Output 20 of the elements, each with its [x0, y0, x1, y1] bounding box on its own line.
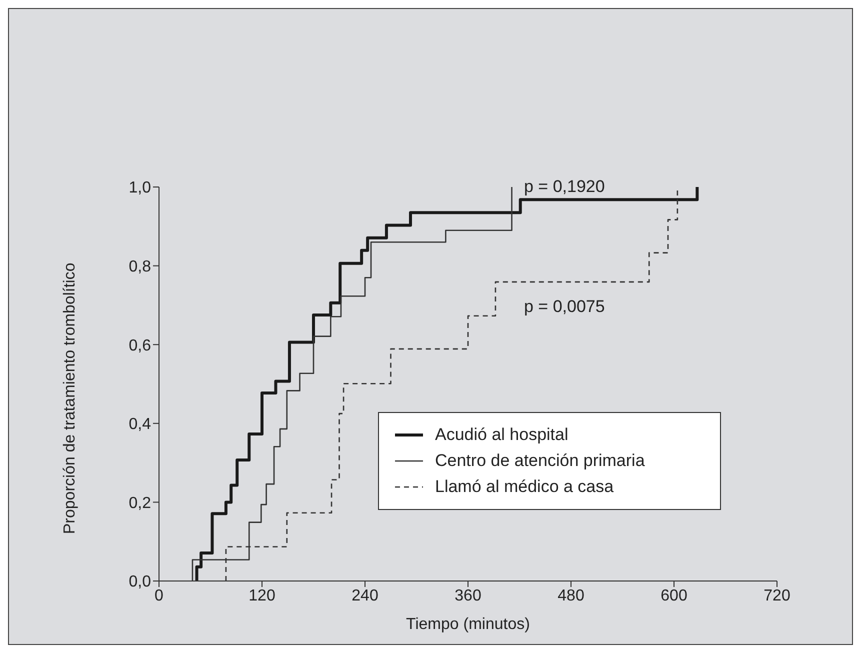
legend-label: Llamó al médico a casa: [435, 477, 614, 497]
x-tick-label: 600: [660, 587, 688, 604]
x-tick-label: 480: [558, 587, 584, 604]
y-tick-label: 1,0: [128, 180, 152, 197]
x-tick-label: 360: [454, 587, 482, 604]
y-tick-label: 0,4: [128, 416, 152, 434]
x-tick-label: 120: [248, 587, 276, 604]
y-tick-label: 0,0: [128, 574, 152, 591]
x-axis-title: Tiempo (minutos): [406, 616, 530, 633]
y-tick-label: 0,2: [128, 494, 152, 512]
annotation: p = 0,1920: [524, 177, 605, 197]
legend-label: Centro de atención primaria: [435, 451, 645, 471]
annotation: p = 0,0075: [524, 297, 605, 317]
y-tick-label: 0,6: [128, 337, 152, 354]
legend-label: Acudió al hospital: [435, 425, 568, 445]
x-tick-label: 720: [764, 587, 790, 604]
x-tick-label: 240: [352, 587, 378, 604]
x-tick-label: 0: [154, 587, 164, 604]
y-axis-title: Proporción de tratamiento trombolítico: [62, 262, 79, 534]
y-tick-label: 0,8: [128, 258, 152, 276]
